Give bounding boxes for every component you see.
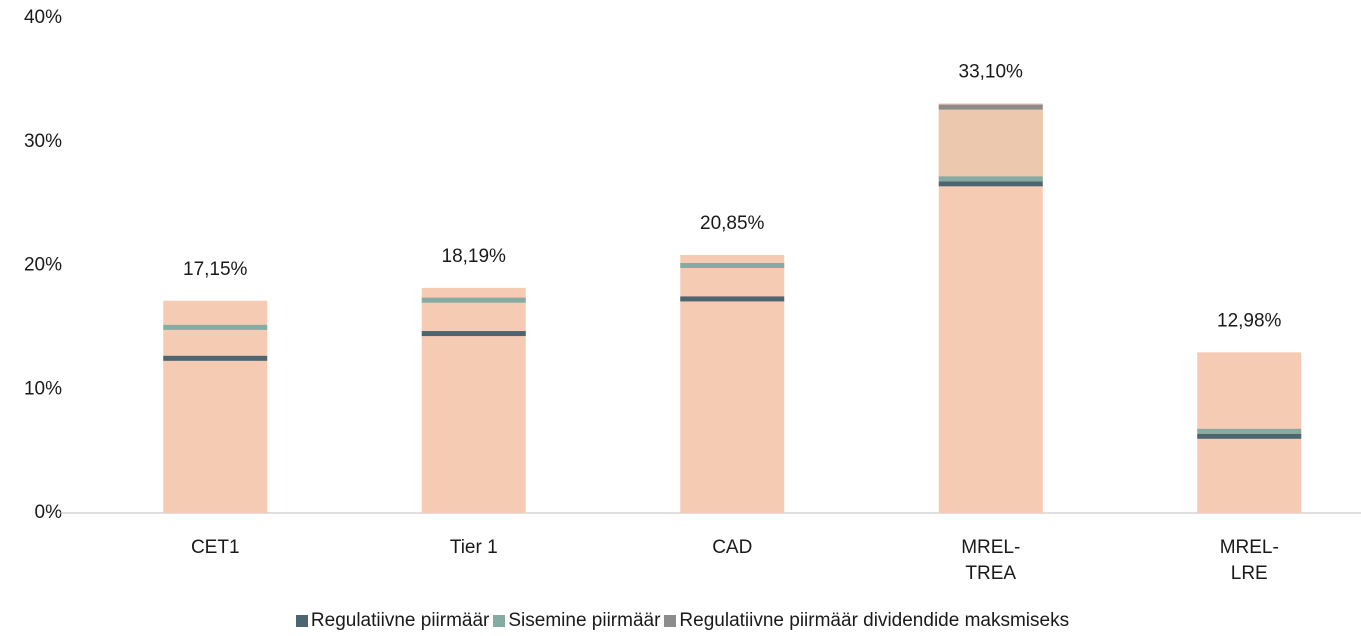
threshold-marker [938, 176, 1043, 182]
threshold-marker [1197, 428, 1302, 434]
bar [680, 254, 785, 513]
legend-label: Regulatiivne piirmäär dividendide maksmi… [679, 610, 1070, 631]
legend-swatch [493, 615, 506, 627]
y-tick-label: 10% [24, 378, 62, 399]
threshold-marker [421, 331, 526, 337]
legend: Regulatiivne piirmäär Sisemine piirmäär Re… [0, 610, 1361, 632]
threshold-marker [1197, 433, 1302, 439]
y-tick-label: 30% [24, 131, 62, 152]
threshold-marker [938, 104, 1043, 110]
value-label: 20,85% [700, 213, 765, 234]
threshold-marker [163, 324, 268, 330]
dividend-band [938, 107, 1043, 179]
value-label: 17,15% [183, 259, 248, 280]
threshold-marker [421, 297, 526, 303]
legend-swatch [295, 615, 308, 627]
value-label: 12,98% [1217, 310, 1282, 331]
x-tick-label: CET1 [191, 537, 240, 558]
x-tick-label: Tier 1 [450, 537, 498, 558]
x-tick-label: MREL- [961, 537, 1020, 558]
threshold-marker [680, 296, 785, 302]
value-label: 33,10% [959, 61, 1024, 82]
value-label: 18,19% [442, 246, 507, 267]
x-tick-label: LRE [1231, 563, 1268, 584]
bar [163, 300, 268, 513]
legend-label: Sisemine piirmäär [508, 610, 661, 631]
y-tick-label: 40% [24, 7, 62, 28]
y-tick-label: 20% [24, 255, 62, 276]
x-tick-label: CAD [712, 537, 752, 558]
y-tick-label: 0% [35, 502, 63, 523]
threshold-marker [938, 181, 1043, 187]
legend-swatch [664, 615, 677, 627]
threshold-marker [163, 355, 268, 361]
bar [421, 287, 526, 513]
x-tick-label: MREL- [1220, 537, 1279, 558]
x-tick-label: TREA [965, 563, 1016, 584]
legend-label: Regulatiivne piirmäär [310, 610, 490, 631]
threshold-marker [680, 263, 785, 268]
